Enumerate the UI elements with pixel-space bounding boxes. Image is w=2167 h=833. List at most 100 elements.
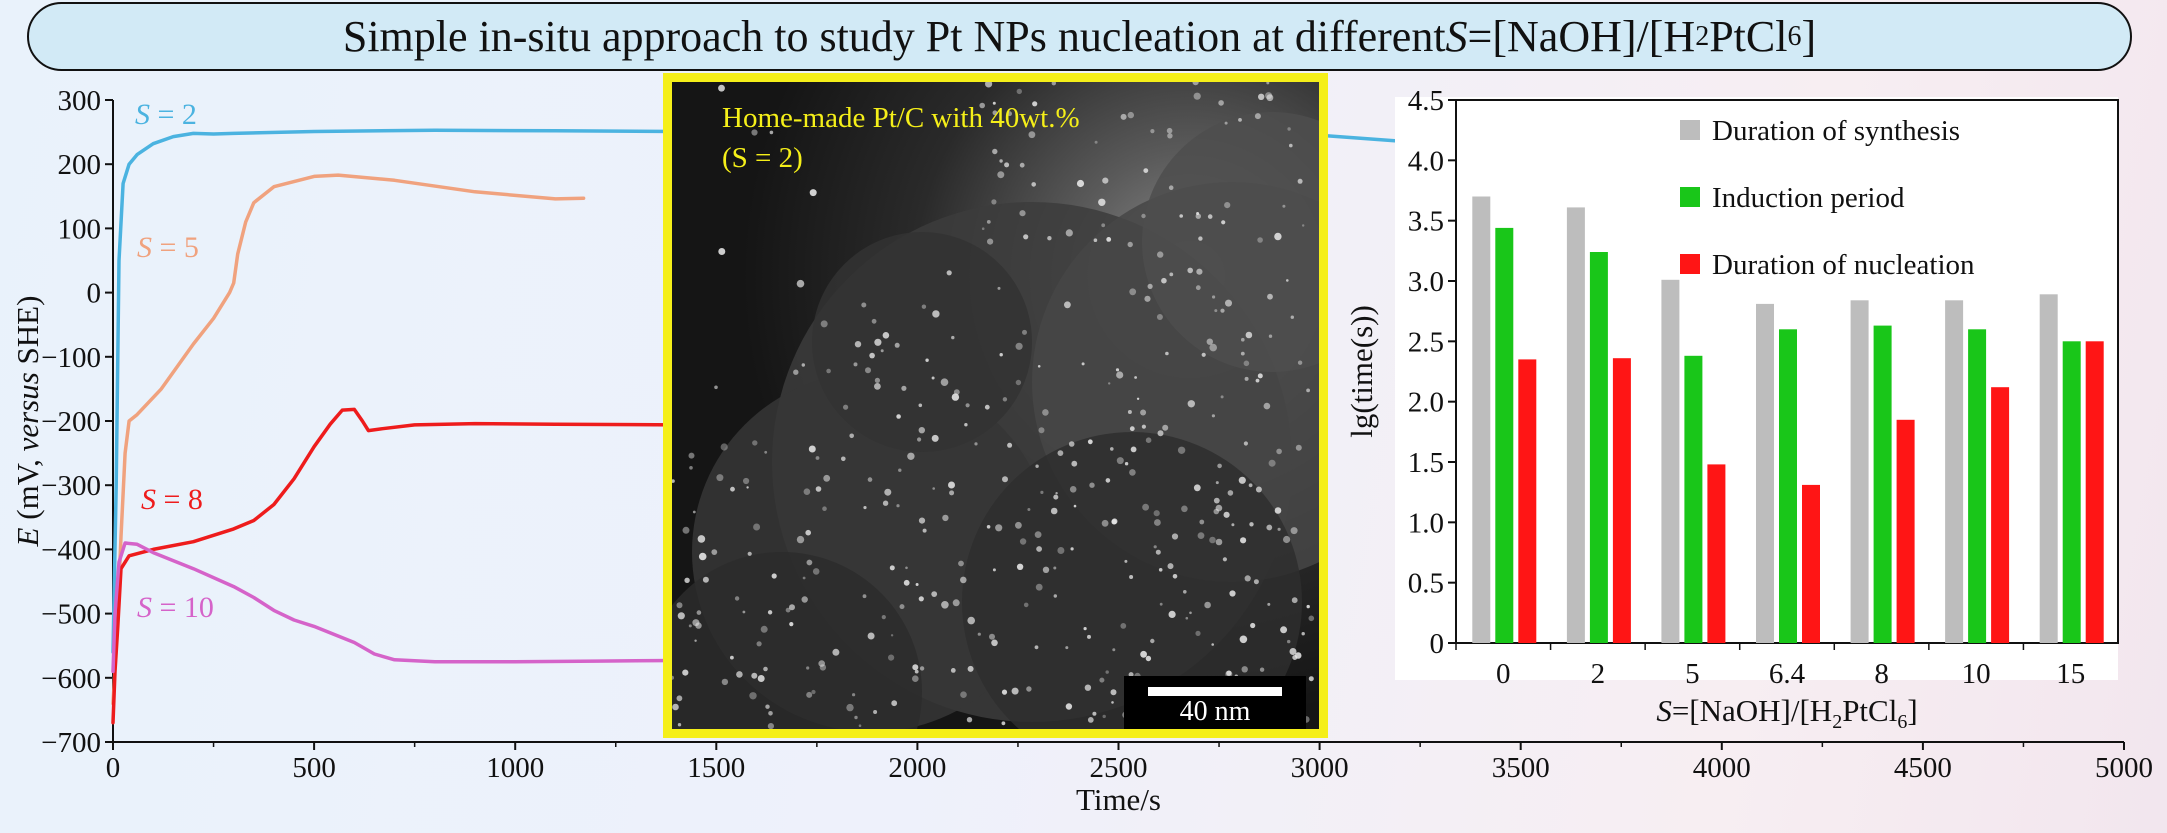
sem-pt-nanoparticle bbox=[999, 353, 1003, 357]
sem-pt-nanoparticle bbox=[1197, 532, 1205, 539]
sem-pt-nanoparticle bbox=[1129, 288, 1137, 296]
sem-pt-nanoparticle bbox=[1108, 382, 1111, 385]
sem-pt-nanoparticle bbox=[815, 456, 820, 460]
sem-pt-nanoparticle bbox=[1016, 563, 1024, 570]
sem-pt-nanoparticle bbox=[1301, 632, 1305, 636]
series-line-s5 bbox=[111, 173, 586, 706]
sem-pt-nanoparticle bbox=[1156, 314, 1163, 320]
sem-pt-nanoparticle bbox=[1227, 490, 1234, 496]
sem-pt-nanoparticle bbox=[689, 466, 693, 470]
sem-pt-nanoparticle bbox=[1266, 82, 1270, 85]
sem-pt-nanoparticle bbox=[1185, 616, 1189, 620]
x-axis-title: Time/s bbox=[1076, 782, 1161, 817]
sem-pt-nanoparticle bbox=[1187, 267, 1193, 274]
sem-pt-nanoparticle bbox=[1238, 476, 1246, 484]
sem-pt-nanoparticle bbox=[1057, 450, 1064, 456]
bar-duration_of_nucleation bbox=[1612, 358, 1631, 643]
sem-pt-nanoparticle bbox=[1289, 648, 1297, 655]
sem-pt-nanoparticle bbox=[1207, 214, 1213, 219]
sem-pt-nanoparticle bbox=[862, 594, 867, 599]
sem-pt-nanoparticle bbox=[1193, 92, 1201, 100]
sem-pt-nanoparticle bbox=[806, 559, 813, 566]
sem-pt-nanoparticle bbox=[1036, 546, 1042, 552]
sem-pt-nanoparticle bbox=[1171, 533, 1179, 540]
sem-pt-nanoparticle bbox=[801, 596, 808, 603]
sem-pt-nanoparticle bbox=[1134, 376, 1137, 379]
sem-pt-nanoparticle bbox=[1280, 626, 1288, 634]
sem-pt-nanoparticle bbox=[1027, 508, 1031, 511]
sem-pt-nanoparticle bbox=[695, 622, 702, 629]
sem-pt-nanoparticle bbox=[951, 393, 960, 401]
sem-pt-nanoparticle bbox=[714, 385, 718, 390]
sem-pt-nanoparticle bbox=[1209, 536, 1216, 544]
bar-duration_of_synthesis bbox=[1661, 279, 1680, 643]
sem-pt-nanoparticle bbox=[903, 579, 910, 586]
sem-pt-nanoparticle bbox=[967, 665, 974, 672]
bar-duration_of_nucleation bbox=[2085, 341, 2104, 643]
sem-pt-nanoparticle bbox=[896, 414, 901, 419]
bar-y-tick-label: 3.5 bbox=[1408, 206, 1444, 238]
sem-pt-nanoparticle bbox=[1087, 634, 1091, 639]
sem-pt-nanoparticle bbox=[942, 514, 949, 522]
sem-pt-nanoparticle bbox=[1015, 521, 1022, 529]
sem-pt-nanoparticle bbox=[894, 342, 900, 348]
sem-pt-nanoparticle bbox=[1127, 241, 1133, 248]
sem-pt-nanoparticle bbox=[1087, 439, 1093, 445]
x-tick-label: 5000 bbox=[2095, 752, 2153, 784]
sem-pt-nanoparticle bbox=[874, 383, 881, 390]
sem-pt-nanoparticle bbox=[1244, 575, 1251, 582]
scale-bar-box: 40 nm bbox=[1124, 676, 1306, 729]
sem-pt-nanoparticle bbox=[1094, 140, 1098, 144]
sem-pt-nanoparticle bbox=[672, 675, 674, 680]
sem-pt-nanoparticle bbox=[736, 671, 743, 678]
sem-pt-nanoparticle bbox=[1065, 646, 1069, 650]
scale-bar bbox=[1148, 687, 1282, 696]
sem-pt-nanoparticle bbox=[1004, 162, 1010, 168]
sem-pt-nanoparticle bbox=[867, 632, 875, 640]
sem-pt-nanoparticle bbox=[896, 504, 900, 508]
sem-pt-nanoparticle bbox=[1143, 168, 1149, 173]
sem-pt-nanoparticle bbox=[1099, 677, 1105, 683]
sem-pt-nanoparticle bbox=[995, 524, 1003, 532]
sem-pt-nanoparticle bbox=[769, 130, 774, 135]
sem-pt-nanoparticle bbox=[1065, 229, 1073, 237]
sem-pt-nanoparticle bbox=[992, 148, 998, 155]
sem-pt-nanoparticle bbox=[918, 403, 923, 408]
sem-pt-nanoparticle bbox=[882, 500, 889, 506]
sem-pt-nanoparticle bbox=[966, 717, 973, 723]
sem-pt-nanoparticle bbox=[861, 302, 867, 308]
bar-duration_of_synthesis bbox=[2039, 294, 2058, 643]
sem-pt-nanoparticle bbox=[1302, 224, 1305, 227]
sem-pt-nanoparticle bbox=[997, 286, 1001, 290]
legend-label-duration_of_nucleation: Duration of nucleation bbox=[1712, 249, 1975, 281]
sem-pt-nanoparticle bbox=[1147, 283, 1153, 289]
sem-pt-nanoparticle bbox=[1158, 568, 1163, 572]
sem-pt-nanoparticle bbox=[881, 615, 886, 620]
sem-pt-nanoparticle bbox=[747, 551, 752, 556]
x-tick-label: 2500 bbox=[1090, 752, 1148, 784]
sem-pt-nanoparticle bbox=[1111, 701, 1114, 704]
sem-pt-nanoparticle bbox=[688, 624, 692, 628]
sem-pt-nanoparticle bbox=[677, 612, 685, 620]
title-prefix: Simple in-situ approach to study Pt NPs … bbox=[342, 12, 1446, 61]
sem-pt-nanoparticle bbox=[1157, 430, 1164, 437]
sem-pt-nanoparticle bbox=[1177, 446, 1186, 454]
sem-pt-nanoparticle bbox=[1084, 684, 1092, 691]
sem-pt-nanoparticle bbox=[1213, 497, 1220, 504]
sem-pt-nanoparticle bbox=[1266, 94, 1274, 102]
sem-pt-nanoparticle bbox=[977, 632, 981, 636]
bar-category-label: 8 bbox=[1874, 658, 1889, 690]
sem-pt-nanoparticle bbox=[1019, 162, 1025, 168]
sem-pt-nanoparticle bbox=[958, 560, 964, 567]
sem-pt-nanoparticle bbox=[1015, 342, 1023, 350]
x-tick-label: 500 bbox=[292, 752, 336, 784]
sem-pt-nanoparticle bbox=[1037, 365, 1041, 368]
sem-pt-nanoparticle bbox=[984, 404, 990, 410]
sem-pt-nanoparticle bbox=[1141, 213, 1146, 219]
sem-pt-nanoparticle bbox=[1255, 378, 1260, 383]
sem-pt-nanoparticle bbox=[1226, 670, 1232, 676]
sem-pt-nanoparticle bbox=[849, 433, 854, 439]
sem-pt-nanoparticle bbox=[1217, 463, 1222, 469]
sem-pt-nanoparticle bbox=[1028, 131, 1036, 139]
sem-pt-nanoparticle bbox=[1308, 615, 1315, 622]
